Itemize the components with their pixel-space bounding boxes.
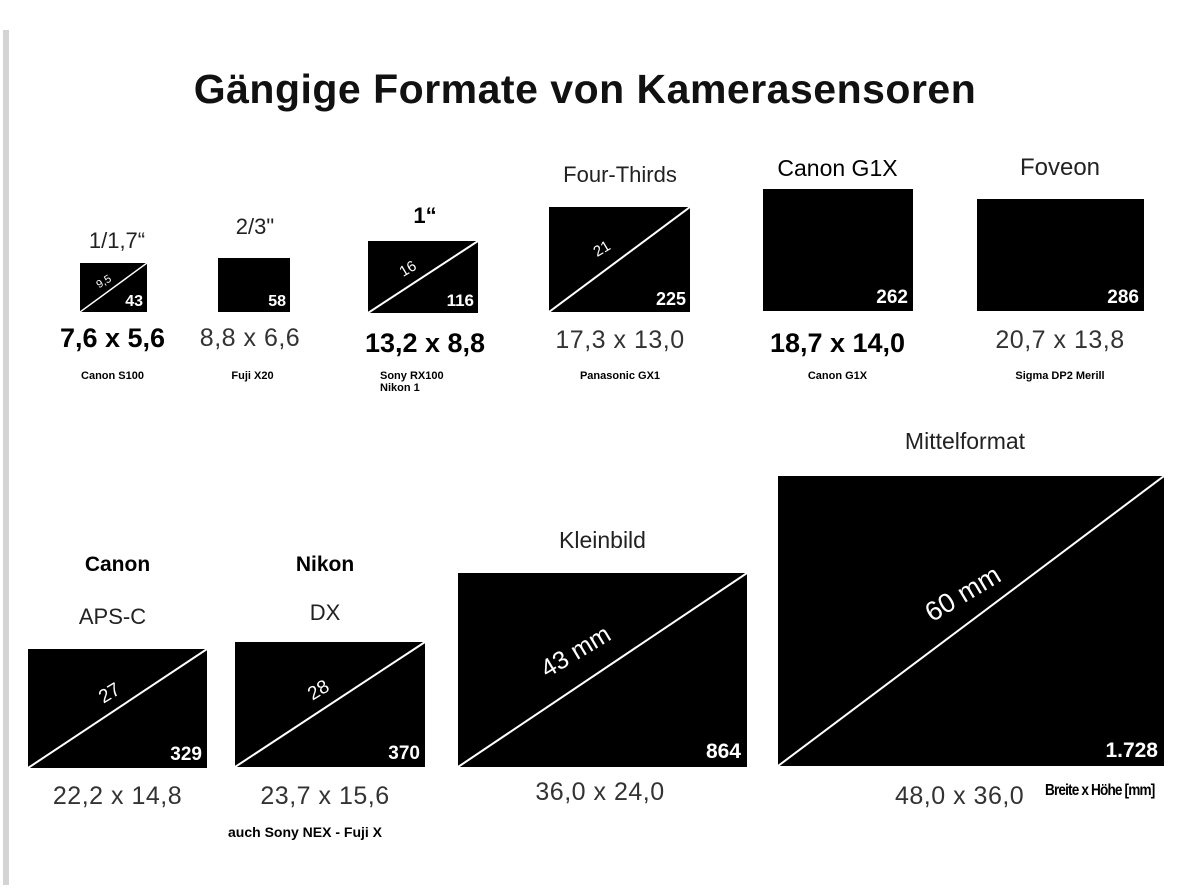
area-label-apsc: 329 xyxy=(170,744,202,765)
dimensions-s100: 7,6 x 5,6 xyxy=(59,323,166,353)
diagonal-line-kleinbild xyxy=(458,573,747,767)
sensor-foveon: 286 xyxy=(977,199,1144,311)
camera-one-inch-line1: Sony RX100 xyxy=(380,370,444,382)
format-name-dx: DX xyxy=(309,600,341,625)
camera-s100: Canon S100 xyxy=(81,370,144,382)
area-label-g1x: 262 xyxy=(876,287,908,308)
format-name-s100: 1/1,7“ xyxy=(88,228,146,253)
sensor-dx: 28 370 xyxy=(235,642,425,767)
camera-foveon: Sigma DP2 Merill xyxy=(1015,370,1105,382)
camera-x20: Fuji X20 xyxy=(231,370,274,382)
area-label-dx: 370 xyxy=(388,743,420,764)
sensor-s100: 9,5 43 xyxy=(80,263,147,312)
format-name-g1x: Canon G1X xyxy=(777,155,898,181)
camera-four-thirds: Panasonic GX1 xyxy=(579,370,661,382)
sensor-x20: 58 xyxy=(218,258,290,312)
dimensions-apsc: 22,2 x 14,8 xyxy=(52,782,183,810)
sensor-mittelformat: 60 mm 1.728 xyxy=(778,476,1164,766)
dimensions-mittelformat: 48,0 x 36,0 xyxy=(895,782,1025,810)
dimensions-g1x: 18,7 x 14,0 xyxy=(769,328,906,358)
sensor-one-inch: 16 116 xyxy=(368,241,478,313)
format-name-one-inch: 1“ xyxy=(413,203,437,228)
diagonal-line-four-thirds xyxy=(549,207,690,312)
format-name-foveon: Foveon xyxy=(1019,154,1101,181)
dimensions-dx: 23,7 x 15,6 xyxy=(260,782,390,810)
format-name-four-thirds: Four-Thirds xyxy=(563,162,677,187)
area-label-kleinbild: 864 xyxy=(705,740,741,763)
sensor-four-thirds: 21 225 xyxy=(549,207,690,312)
camera-one-inch-line2: Nikon 1 xyxy=(380,382,420,394)
brand-nikon: Nikon xyxy=(295,553,355,576)
area-label-one-inch: 116 xyxy=(446,291,474,310)
diagonal-line-one-inch xyxy=(368,241,478,313)
diagonal-line-dx xyxy=(235,642,425,767)
area-label-x20: 58 xyxy=(268,293,286,310)
sensor-apsc: 27 329 xyxy=(28,649,207,768)
dimensions-x20: 8,8 x 6,6 xyxy=(199,324,301,352)
diagonal-line-s100 xyxy=(80,263,147,312)
area-label-mittelformat: 1.728 xyxy=(1105,739,1158,762)
unit-label: Breite x Höhe [mm] xyxy=(1045,782,1155,799)
format-name-x20: 2/3" xyxy=(235,214,275,239)
camera-g1x: Canon G1X xyxy=(807,370,868,382)
diagonal-line-mittelformat xyxy=(778,476,1164,766)
sensor-kleinbild: 43 mm 864 xyxy=(458,573,747,767)
dimensions-one-inch: 13,2 x 8,8 xyxy=(364,328,486,358)
left-edge-line xyxy=(3,30,9,885)
format-name-mittelformat: Mittelformat xyxy=(904,428,1026,454)
brand-canon: Canon xyxy=(84,553,151,576)
format-name-apsc: APS-C xyxy=(78,604,147,629)
diagonal-line-apsc xyxy=(28,649,207,768)
format-name-kleinbild: Kleinbild xyxy=(559,527,646,553)
area-label-foveon: 286 xyxy=(1107,287,1139,308)
area-label-four-thirds: 225 xyxy=(655,289,686,309)
sensor-g1x: 262 xyxy=(763,189,913,311)
area-label-s100: 43 xyxy=(125,293,143,310)
dimensions-four-thirds: 17,3 x 13,0 xyxy=(555,326,685,354)
dimensions-kleinbild: 36,0 x 24,0 xyxy=(535,778,665,806)
page-title: Gängige Formate von Kamerasensoren xyxy=(193,66,977,112)
note-dx: auch Sony NEX - Fuji X xyxy=(228,824,383,840)
dimensions-foveon: 20,7 x 13,8 xyxy=(995,326,1125,354)
